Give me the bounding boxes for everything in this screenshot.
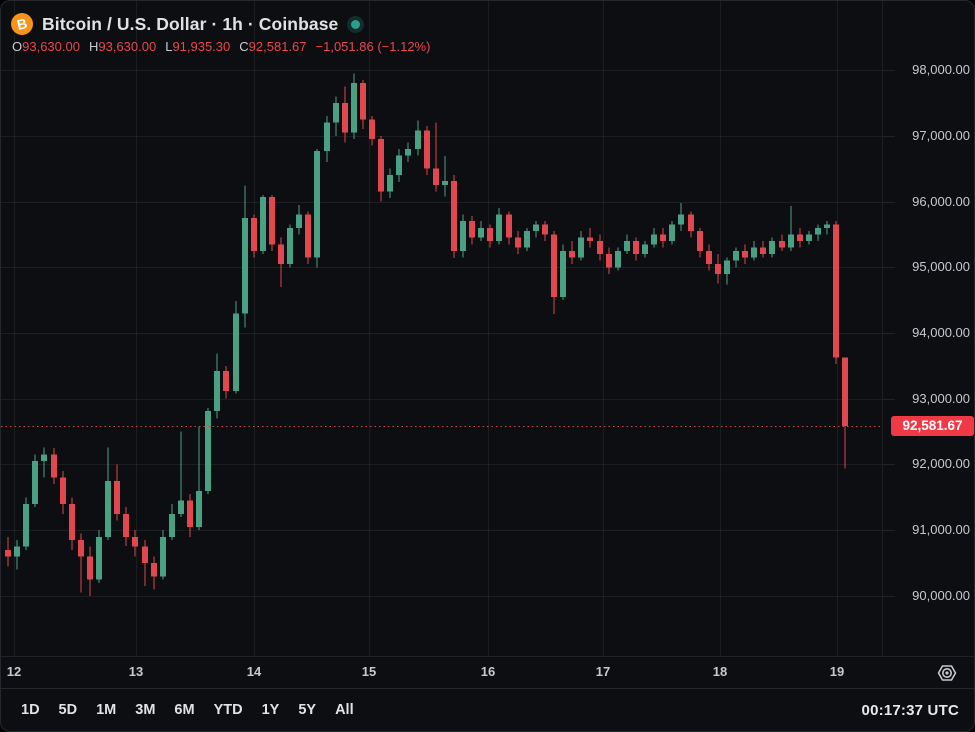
symbol-title-row: B Bitcoin / U.S. Dollar · 1h · Coinbase	[11, 12, 430, 36]
range-button-3m[interactable]: 3M	[135, 702, 156, 718]
time-axis-label: 17	[595, 664, 611, 679]
price-axis-label: 93,000.00	[912, 391, 970, 406]
price-change: −1,051.86 (−1.12%)	[315, 39, 431, 54]
time-axis[interactable]: 12 13 14 15 16 17 18 19	[1, 656, 974, 688]
price-axis-label: 97,000.00	[912, 128, 970, 143]
last-price-badge: 92,581.67	[891, 416, 974, 436]
ohlc-row: O93,630.00 H93,630.00 L91,935.30 C92,581…	[12, 39, 430, 54]
chart-region: B Bitcoin / U.S. Dollar · 1h · Coinbase …	[1, 1, 974, 656]
price-axis-tick	[883, 70, 895, 71]
range-toolbar: 1D 5D 1M 3M 6M YTD 1Y 5Y All 00:17:37 UT…	[1, 688, 974, 731]
candlestick-chart[interactable]	[1, 1, 882, 656]
price-axis-tick	[883, 267, 895, 268]
time-axis-label: 18	[712, 664, 728, 679]
price-axis-tick	[883, 202, 895, 203]
price-axis-label: 95,000.00	[912, 259, 970, 274]
range-button-1y[interactable]: 1Y	[261, 702, 280, 718]
time-axis-label: 15	[361, 664, 377, 679]
price-axis-label: 92,000.00	[912, 456, 970, 471]
price-axis-label: 94,000.00	[912, 325, 970, 340]
price-axis-tick	[883, 464, 895, 465]
price-axis[interactable]: 92,581.67 90,000.00 91,000.00 92,000.00 93,…	[882, 1, 974, 656]
range-button-5d[interactable]: 5D	[58, 702, 78, 718]
ohlc-high: H93,630.00	[88, 39, 157, 54]
symbol-title[interactable]: Bitcoin / U.S. Dollar · 1h · Coinbase	[42, 13, 339, 34]
chart-settings-icon[interactable]	[935, 661, 959, 685]
ohlc-low: L91,935.30	[165, 39, 231, 54]
ohlc-open: O93,630.00	[12, 39, 80, 54]
range-button-6m[interactable]: 6M	[174, 702, 195, 718]
bitcoin-icon: B	[11, 13, 33, 35]
price-axis-label: 96,000.00	[912, 194, 970, 209]
time-axis-label: 13	[128, 664, 144, 679]
time-axis-label: 19	[829, 664, 845, 679]
time-axis-label: 14	[246, 664, 262, 679]
price-axis-tick	[883, 530, 895, 531]
range-button-1d[interactable]: 1D	[21, 702, 40, 718]
market-open-status-icon[interactable]	[347, 15, 365, 33]
time-axis-label: 12	[6, 664, 22, 679]
range-button-1m[interactable]: 1M	[96, 702, 117, 718]
price-axis-label: 98,000.00	[912, 62, 970, 77]
price-axis-tick	[883, 333, 895, 334]
range-button-ytd[interactable]: YTD	[213, 702, 243, 718]
price-axis-tick	[883, 136, 895, 137]
time-axis-label: 16	[480, 664, 496, 679]
price-axis-label: 90,000.00	[912, 588, 970, 603]
price-axis-tick	[883, 596, 895, 597]
ohlc-close: C92,581.67	[239, 39, 307, 54]
price-axis-label: 91,000.00	[912, 522, 970, 537]
utc-clock[interactable]: 00:17:37 UTC	[861, 701, 959, 719]
chart-header: B Bitcoin / U.S. Dollar · 1h · Coinbase …	[11, 12, 430, 54]
price-axis-tick	[883, 399, 895, 400]
range-button-5y[interactable]: 5Y	[298, 702, 317, 718]
range-button-all[interactable]: All	[335, 702, 354, 718]
